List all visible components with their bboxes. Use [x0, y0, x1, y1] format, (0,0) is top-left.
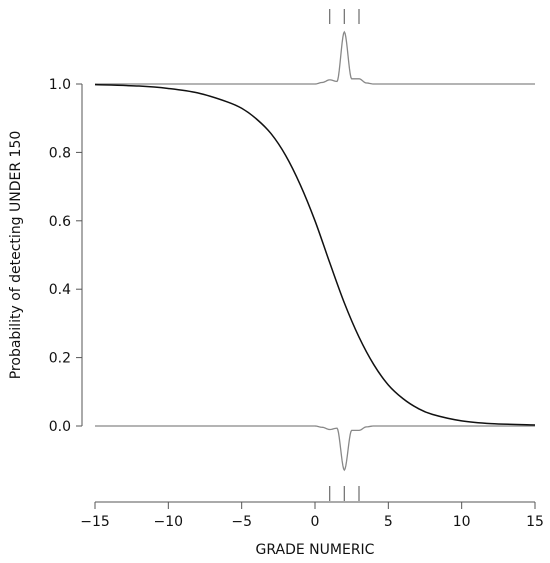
x-tick-label: −10	[154, 514, 184, 530]
series-group	[94, 83, 536, 426]
x-tick-label: −5	[231, 514, 252, 530]
y-axis-title: Probability of detecting UNDER 150	[8, 131, 24, 380]
x-tick-label: 15	[526, 514, 544, 530]
x-tick-label: 10	[453, 514, 471, 530]
y-tick-label: 0.2	[49, 351, 71, 367]
probability-curve	[94, 83, 536, 426]
rug-marks	[329, 9, 360, 501]
x-axis: −15 −10 −5 0 5 10 15	[80, 501, 544, 530]
x-tick-label: −15	[80, 514, 110, 530]
density-curve-top	[95, 30, 535, 85]
density-curves	[95, 30, 535, 472]
y-tick-label: 0.4	[49, 282, 71, 298]
y-tick-label: 0.0	[49, 419, 71, 435]
y-axis: 0.0 0.2 0.4 0.6 0.8 1.0	[49, 77, 83, 435]
density-curve-bottom	[95, 425, 535, 472]
x-tick-label: 5	[384, 514, 393, 530]
x-axis-title: GRADE NUMERIC	[256, 542, 375, 558]
x-tick-label: 0	[311, 514, 320, 530]
y-tick-label: 1.0	[49, 77, 71, 93]
y-tick-label: 0.6	[49, 214, 71, 230]
y-tick-label: 0.8	[49, 145, 71, 161]
